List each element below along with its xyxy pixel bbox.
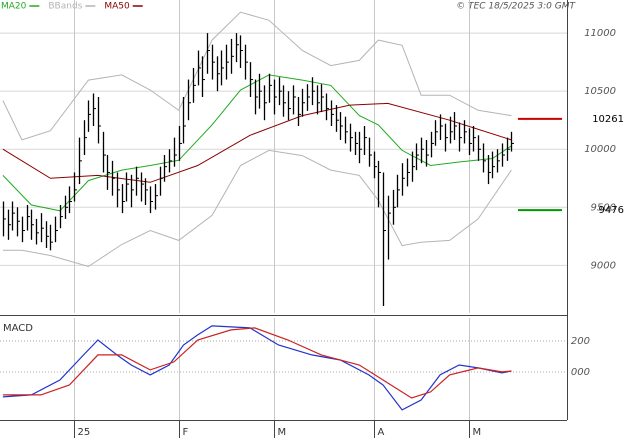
y-tick-label: 11000: [584, 28, 616, 39]
y-tick-label: 10500: [584, 86, 616, 97]
y-tick-label: 200: [571, 336, 590, 347]
band-lower: [2, 149, 512, 268]
y-tick-label: 10000: [584, 144, 616, 155]
legend-label: MA50: [104, 2, 130, 12]
x-tick-label: M: [473, 427, 482, 438]
x-tick-label: F: [183, 427, 189, 438]
ma-line: [2, 102, 512, 183]
band-upper: [2, 11, 512, 141]
y-tick-label: 000: [571, 367, 590, 378]
x-tick-label: 25: [78, 427, 91, 438]
x-tick-label: M: [278, 427, 287, 438]
y-tick-label: 9000: [591, 260, 616, 271]
legend-label: MA20: [1, 2, 27, 12]
level-label: 10261: [592, 114, 624, 125]
y-tick-label: 9500: [591, 202, 616, 213]
level-label: 9476: [599, 205, 624, 216]
macd-line: [2, 327, 512, 399]
source: © TEC 18/5/2025 3:0 GMT: [456, 2, 576, 12]
macd-title: MACD: [3, 323, 33, 334]
x-tick-label: A: [378, 427, 385, 438]
legend-label: BBands: [48, 2, 82, 12]
